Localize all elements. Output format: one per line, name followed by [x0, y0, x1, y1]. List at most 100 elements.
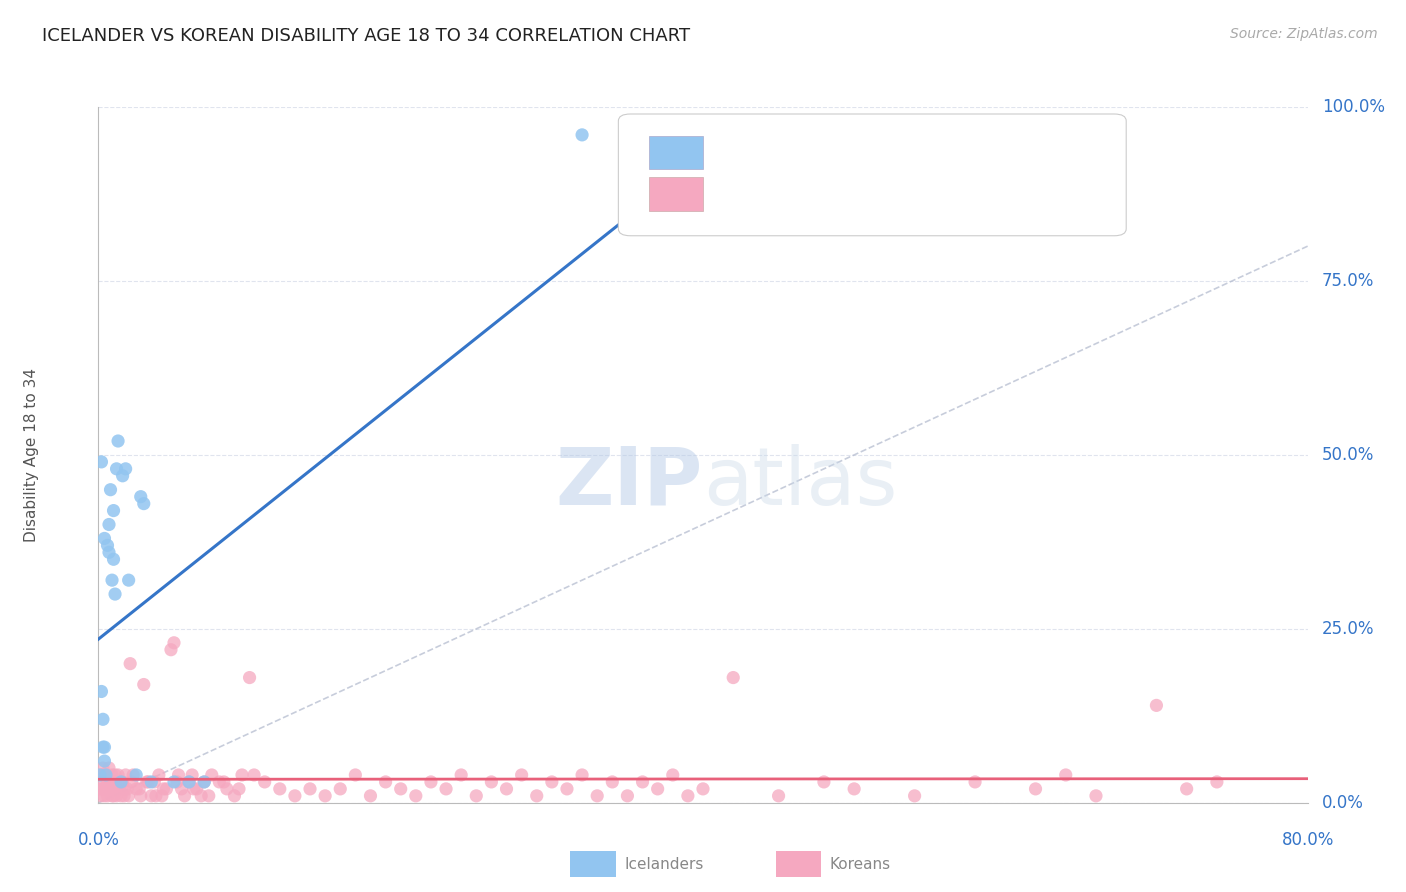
- Point: [104, 768, 127, 782]
- Point: [136, 775, 159, 789]
- Point: [284, 789, 307, 803]
- Text: atlas: atlas: [703, 443, 897, 522]
- Point: [90, 455, 112, 469]
- Point: [104, 587, 127, 601]
- Point: [1206, 775, 1229, 789]
- Point: [125, 768, 148, 782]
- Point: [114, 768, 136, 782]
- Point: [107, 434, 129, 448]
- Point: [768, 789, 790, 803]
- Point: [160, 642, 183, 657]
- Point: [118, 789, 141, 803]
- Point: [208, 775, 231, 789]
- FancyBboxPatch shape: [619, 114, 1126, 235]
- Point: [676, 789, 699, 803]
- Bar: [648, 178, 703, 211]
- Point: [111, 468, 134, 483]
- Point: [419, 775, 441, 789]
- Point: [118, 573, 141, 587]
- Point: [98, 545, 121, 559]
- Text: 105: 105: [990, 185, 1026, 203]
- Point: [201, 768, 224, 782]
- Point: [96, 538, 118, 552]
- Text: 25.0%: 25.0%: [1322, 620, 1375, 638]
- Point: [103, 552, 125, 566]
- Point: [93, 775, 115, 789]
- Bar: [569, 851, 616, 877]
- Point: [141, 775, 163, 789]
- Bar: [648, 136, 703, 169]
- Text: Icelanders: Icelanders: [624, 856, 704, 871]
- Point: [129, 789, 152, 803]
- Point: [1024, 781, 1046, 796]
- Point: [965, 775, 987, 789]
- Point: [98, 517, 121, 532]
- Text: 75.0%: 75.0%: [1322, 272, 1375, 290]
- Text: 80.0%: 80.0%: [1281, 830, 1334, 848]
- Point: [329, 781, 352, 796]
- Text: 50.0%: 50.0%: [1322, 446, 1375, 464]
- Point: [212, 775, 235, 789]
- Point: [100, 483, 122, 497]
- Point: [101, 768, 124, 782]
- Point: [586, 789, 609, 803]
- Point: [510, 768, 533, 782]
- Point: [253, 775, 276, 789]
- Text: 0.0%: 0.0%: [1322, 794, 1364, 812]
- Point: [465, 789, 488, 803]
- Point: [110, 775, 132, 789]
- Text: R = 0.037: R = 0.037: [721, 185, 804, 203]
- Point: [125, 781, 148, 796]
- Point: [647, 781, 669, 796]
- Point: [571, 768, 593, 782]
- Point: [148, 768, 170, 782]
- Point: [93, 789, 115, 803]
- Point: [89, 768, 111, 782]
- Point: [163, 636, 186, 650]
- Text: 100.0%: 100.0%: [1322, 98, 1385, 116]
- Point: [98, 761, 121, 775]
- Point: [721, 671, 744, 685]
- Point: [177, 775, 201, 789]
- Point: [132, 497, 155, 511]
- Point: [112, 781, 135, 796]
- Point: [813, 775, 835, 789]
- Point: [107, 768, 129, 782]
- Text: N =: N =: [927, 185, 959, 203]
- Point: [181, 768, 204, 782]
- Point: [135, 775, 157, 789]
- Point: [107, 781, 129, 796]
- Point: [299, 781, 322, 796]
- Point: [150, 789, 173, 803]
- Point: [94, 768, 117, 782]
- Point: [631, 775, 654, 789]
- Point: [94, 781, 117, 796]
- Text: ICELANDER VS KOREAN DISABILITY AGE 18 TO 34 CORRELATION CHART: ICELANDER VS KOREAN DISABILITY AGE 18 TO…: [42, 27, 690, 45]
- Point: [526, 789, 548, 803]
- Point: [89, 781, 111, 796]
- Point: [571, 128, 593, 142]
- Point: [167, 768, 190, 782]
- Point: [360, 789, 382, 803]
- Point: [495, 781, 517, 796]
- Text: R = 0.465: R = 0.465: [721, 144, 804, 161]
- Point: [129, 490, 152, 504]
- Point: [91, 740, 114, 755]
- Point: [105, 789, 128, 803]
- Point: [540, 775, 562, 789]
- Point: [112, 789, 135, 803]
- Point: [170, 781, 193, 796]
- Point: [434, 781, 457, 796]
- Point: [103, 781, 125, 796]
- Point: [121, 775, 143, 789]
- Point: [1085, 789, 1108, 803]
- Point: [389, 781, 412, 796]
- Point: [152, 781, 174, 796]
- Point: [115, 781, 138, 796]
- Point: [904, 789, 927, 803]
- Point: [90, 789, 112, 803]
- Point: [122, 768, 145, 782]
- Point: [173, 789, 195, 803]
- Point: [111, 775, 134, 789]
- Text: Source: ZipAtlas.com: Source: ZipAtlas.com: [1230, 27, 1378, 41]
